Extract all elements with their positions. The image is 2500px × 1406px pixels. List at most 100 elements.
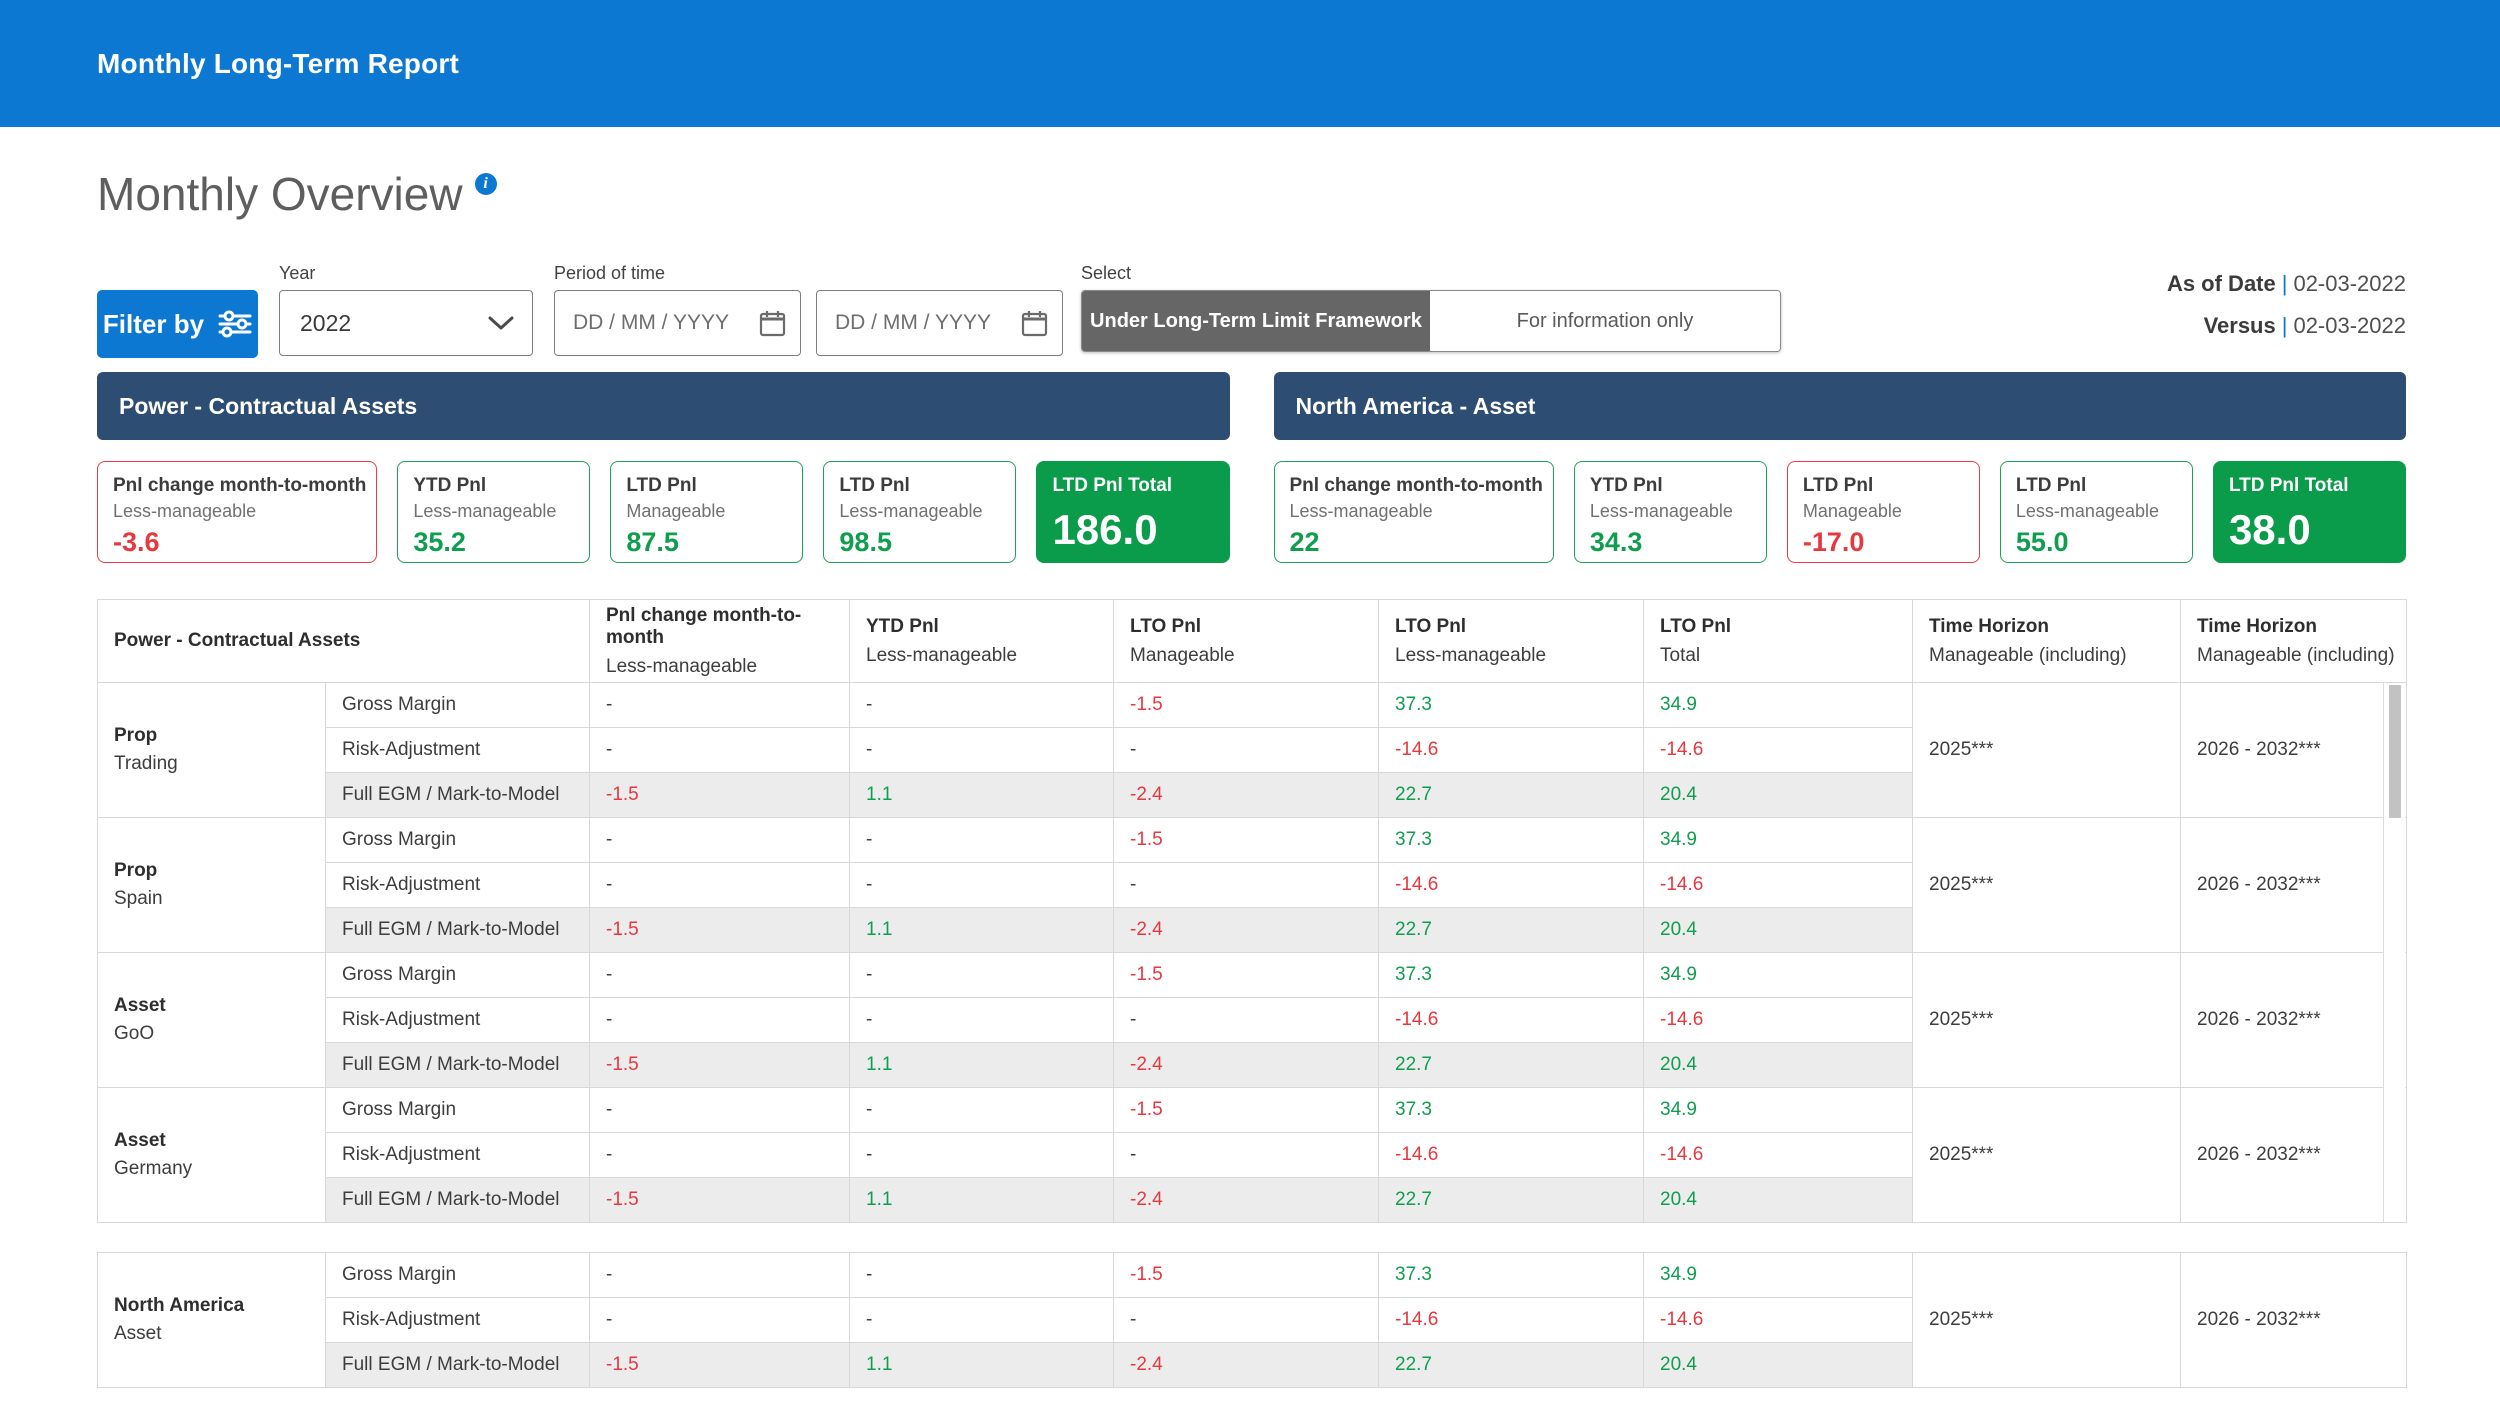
table-header-cell: LTO Pnl Total — [1643, 599, 1913, 683]
value-cell: 22.7 — [1378, 772, 1644, 818]
date-to-field[interactable] — [816, 290, 1063, 356]
period-label: Period of time — [554, 263, 666, 283]
calendar-icon[interactable] — [1021, 309, 1048, 338]
table-row: Risk-Adjustment - - - -14.6 -14.6 — [98, 862, 2407, 908]
scrollbar-thumb[interactable] — [2388, 685, 2401, 818]
value-cell: -14.6 — [1378, 997, 1644, 1043]
value-cell: -1.5 — [1113, 682, 1379, 728]
time-horizon-cell: 2026 - 2032*** — [2180, 952, 2407, 1088]
metric-label: Full EGM / Mark-to-Model — [325, 907, 590, 953]
value-cell: -1.5 — [589, 907, 850, 953]
calendar-icon[interactable] — [759, 309, 786, 338]
table-row: Risk-Adjustment - - - -14.6 -14.6 — [98, 727, 2407, 773]
table-row: Full EGM / Mark-to-Model -1.5 1.1 -2.4 2… — [98, 1042, 2407, 1088]
summary-card-total: LTD Pnl Total 186.0 — [1036, 461, 1230, 563]
table-row: Full EGM / Mark-to-Model -1.5 1.1 -2.4 2… — [98, 772, 2407, 818]
time-horizon-cell: 2026 - 2032*** — [2180, 817, 2407, 953]
value-cell: - — [1113, 862, 1379, 908]
summary-card: Pnl change month-to-month Less-manageabl… — [97, 461, 378, 563]
table-header-cell: LTO Pnl Manageable — [1113, 599, 1379, 683]
table-row: Full EGM / Mark-to-Model -1.5 1.1 -2.4 2… — [98, 907, 2407, 953]
table-row: Asset GoO Gross Margin - - -1.5 37.3 34.… — [97, 952, 2407, 1088]
summary-card-total: LTD Pnl Total 38.0 — [2212, 461, 2406, 563]
section-north-america-asset: North America - Asset Pnl change month-t… — [1273, 372, 2406, 563]
versus-value: 02-03-2022 — [2293, 313, 2406, 338]
value-cell: 1.1 — [849, 1177, 1114, 1223]
value-cell: - — [849, 1087, 1114, 1133]
value-cell: -1.5 — [589, 772, 850, 818]
as-of-date-label: As of Date — [2166, 271, 2276, 296]
pipe-separator: | — [2281, 271, 2288, 296]
value-cell: - — [1113, 997, 1379, 1043]
value-cell: 34.9 — [1643, 1252, 1913, 1298]
value-cell: 34.9 — [1643, 1087, 1913, 1133]
date-from-input[interactable] — [573, 311, 738, 335]
value-cell: 22.7 — [1378, 1042, 1644, 1088]
table-row: Full EGM / Mark-to-Model -1.5 1.1 -2.4 2… — [98, 1342, 2407, 1388]
value-cell: -1.5 — [589, 1342, 850, 1388]
value-cell: 20.4 — [1643, 1177, 1913, 1223]
value-cell: - — [589, 862, 850, 908]
info-icon[interactable]: i — [474, 173, 497, 195]
report-dates: As of Date | 02-03-2022 Versus | 02-03-2022 — [2167, 271, 2406, 355]
group-label: Prop Spain — [97, 817, 326, 953]
value-cell: 34.9 — [1643, 952, 1913, 998]
date-from-field[interactable] — [554, 290, 801, 356]
page-title: Monthly Overview — [97, 168, 463, 220]
value-cell: -2.4 — [1113, 772, 1379, 818]
table-row: Risk-Adjustment - - - -14.6 -14.6 — [98, 1297, 2407, 1343]
pipe-separator: | — [2281, 313, 2288, 338]
value-cell: -14.6 — [1378, 727, 1644, 773]
table-header-cell: Pnl change month-to-month Less-manageabl… — [589, 599, 850, 683]
value-cell: - — [589, 682, 850, 728]
value-cell: 22.7 — [1378, 907, 1644, 953]
date-to-input[interactable] — [835, 311, 1000, 335]
value-cell: 37.3 — [1378, 682, 1644, 728]
metric-label: Gross Margin — [325, 952, 590, 998]
value-cell: -1.5 — [1113, 817, 1379, 863]
sliders-icon — [218, 310, 252, 338]
filter-by-button[interactable]: Filter by — [97, 290, 258, 358]
metric-label: Risk-Adjustment — [325, 862, 590, 908]
metric-label: Gross Margin — [325, 1087, 590, 1133]
summary-card: LTD Pnl Manageable -17.0 — [1786, 461, 1980, 563]
value-cell: - — [849, 952, 1114, 998]
value-cell: -14.6 — [1643, 997, 1913, 1043]
toggle-for-information-only[interactable]: For information only — [1430, 291, 1780, 351]
summary-card: YTD Pnl Less-manageable 35.2 — [397, 461, 591, 563]
value-cell: - — [849, 1252, 1114, 1298]
value-cell: 20.4 — [1643, 1342, 1913, 1388]
value-cell: 20.4 — [1643, 1042, 1913, 1088]
metric-label: Gross Margin — [325, 1252, 590, 1298]
value-cell: -1.5 — [1113, 1087, 1379, 1133]
main-table: Power - Contractual Assets Pnl change mo… — [97, 599, 2407, 1223]
time-horizon-cell: 2025*** — [1912, 682, 2181, 818]
value-cell: 1.1 — [849, 1342, 1114, 1388]
value-cell: -2.4 — [1113, 1042, 1379, 1088]
select-label: Select — [1081, 263, 1132, 283]
value-cell: - — [849, 682, 1114, 728]
metric-label: Risk-Adjustment — [325, 727, 590, 773]
value-cell: - — [589, 1087, 850, 1133]
table-row: Prop Trading Gross Margin - - -1.5 37.3 … — [97, 682, 2407, 818]
year-select[interactable]: 2022 — [279, 290, 533, 356]
time-horizon-cell: 2025*** — [1912, 952, 2181, 1088]
value-cell: 22.7 — [1378, 1177, 1644, 1223]
north-america-table: North America Asset Gross Margin - - -1.… — [97, 1252, 2407, 1388]
value-cell: -14.6 — [1378, 1132, 1644, 1178]
time-horizon-cell: 2025*** — [1912, 1087, 2181, 1223]
summary-card: Pnl change month-to-month Less-manageabl… — [1273, 461, 1554, 563]
app-header-bar: Monthly Long-Term Report — [0, 0, 2500, 127]
metric-label: Risk-Adjustment — [325, 997, 590, 1043]
value-cell: -2.4 — [1113, 1177, 1379, 1223]
group-label: Asset Germany — [97, 1087, 326, 1223]
metric-label: Gross Margin — [325, 682, 590, 728]
value-cell: -14.6 — [1643, 862, 1913, 908]
table-row: Risk-Adjustment - - - -14.6 -14.6 — [98, 997, 2407, 1043]
table-scrollbar[interactable] — [2383, 683, 2405, 1222]
table-row: Asset Germany Gross Margin - - -1.5 37.3… — [97, 1087, 2407, 1223]
value-cell: - — [589, 817, 850, 863]
toggle-under-long-term-limit-framework[interactable]: Under Long-Term Limit Framework — [1082, 291, 1430, 351]
time-horizon-cell: 2025*** — [1912, 817, 2181, 953]
value-cell: - — [849, 997, 1114, 1043]
